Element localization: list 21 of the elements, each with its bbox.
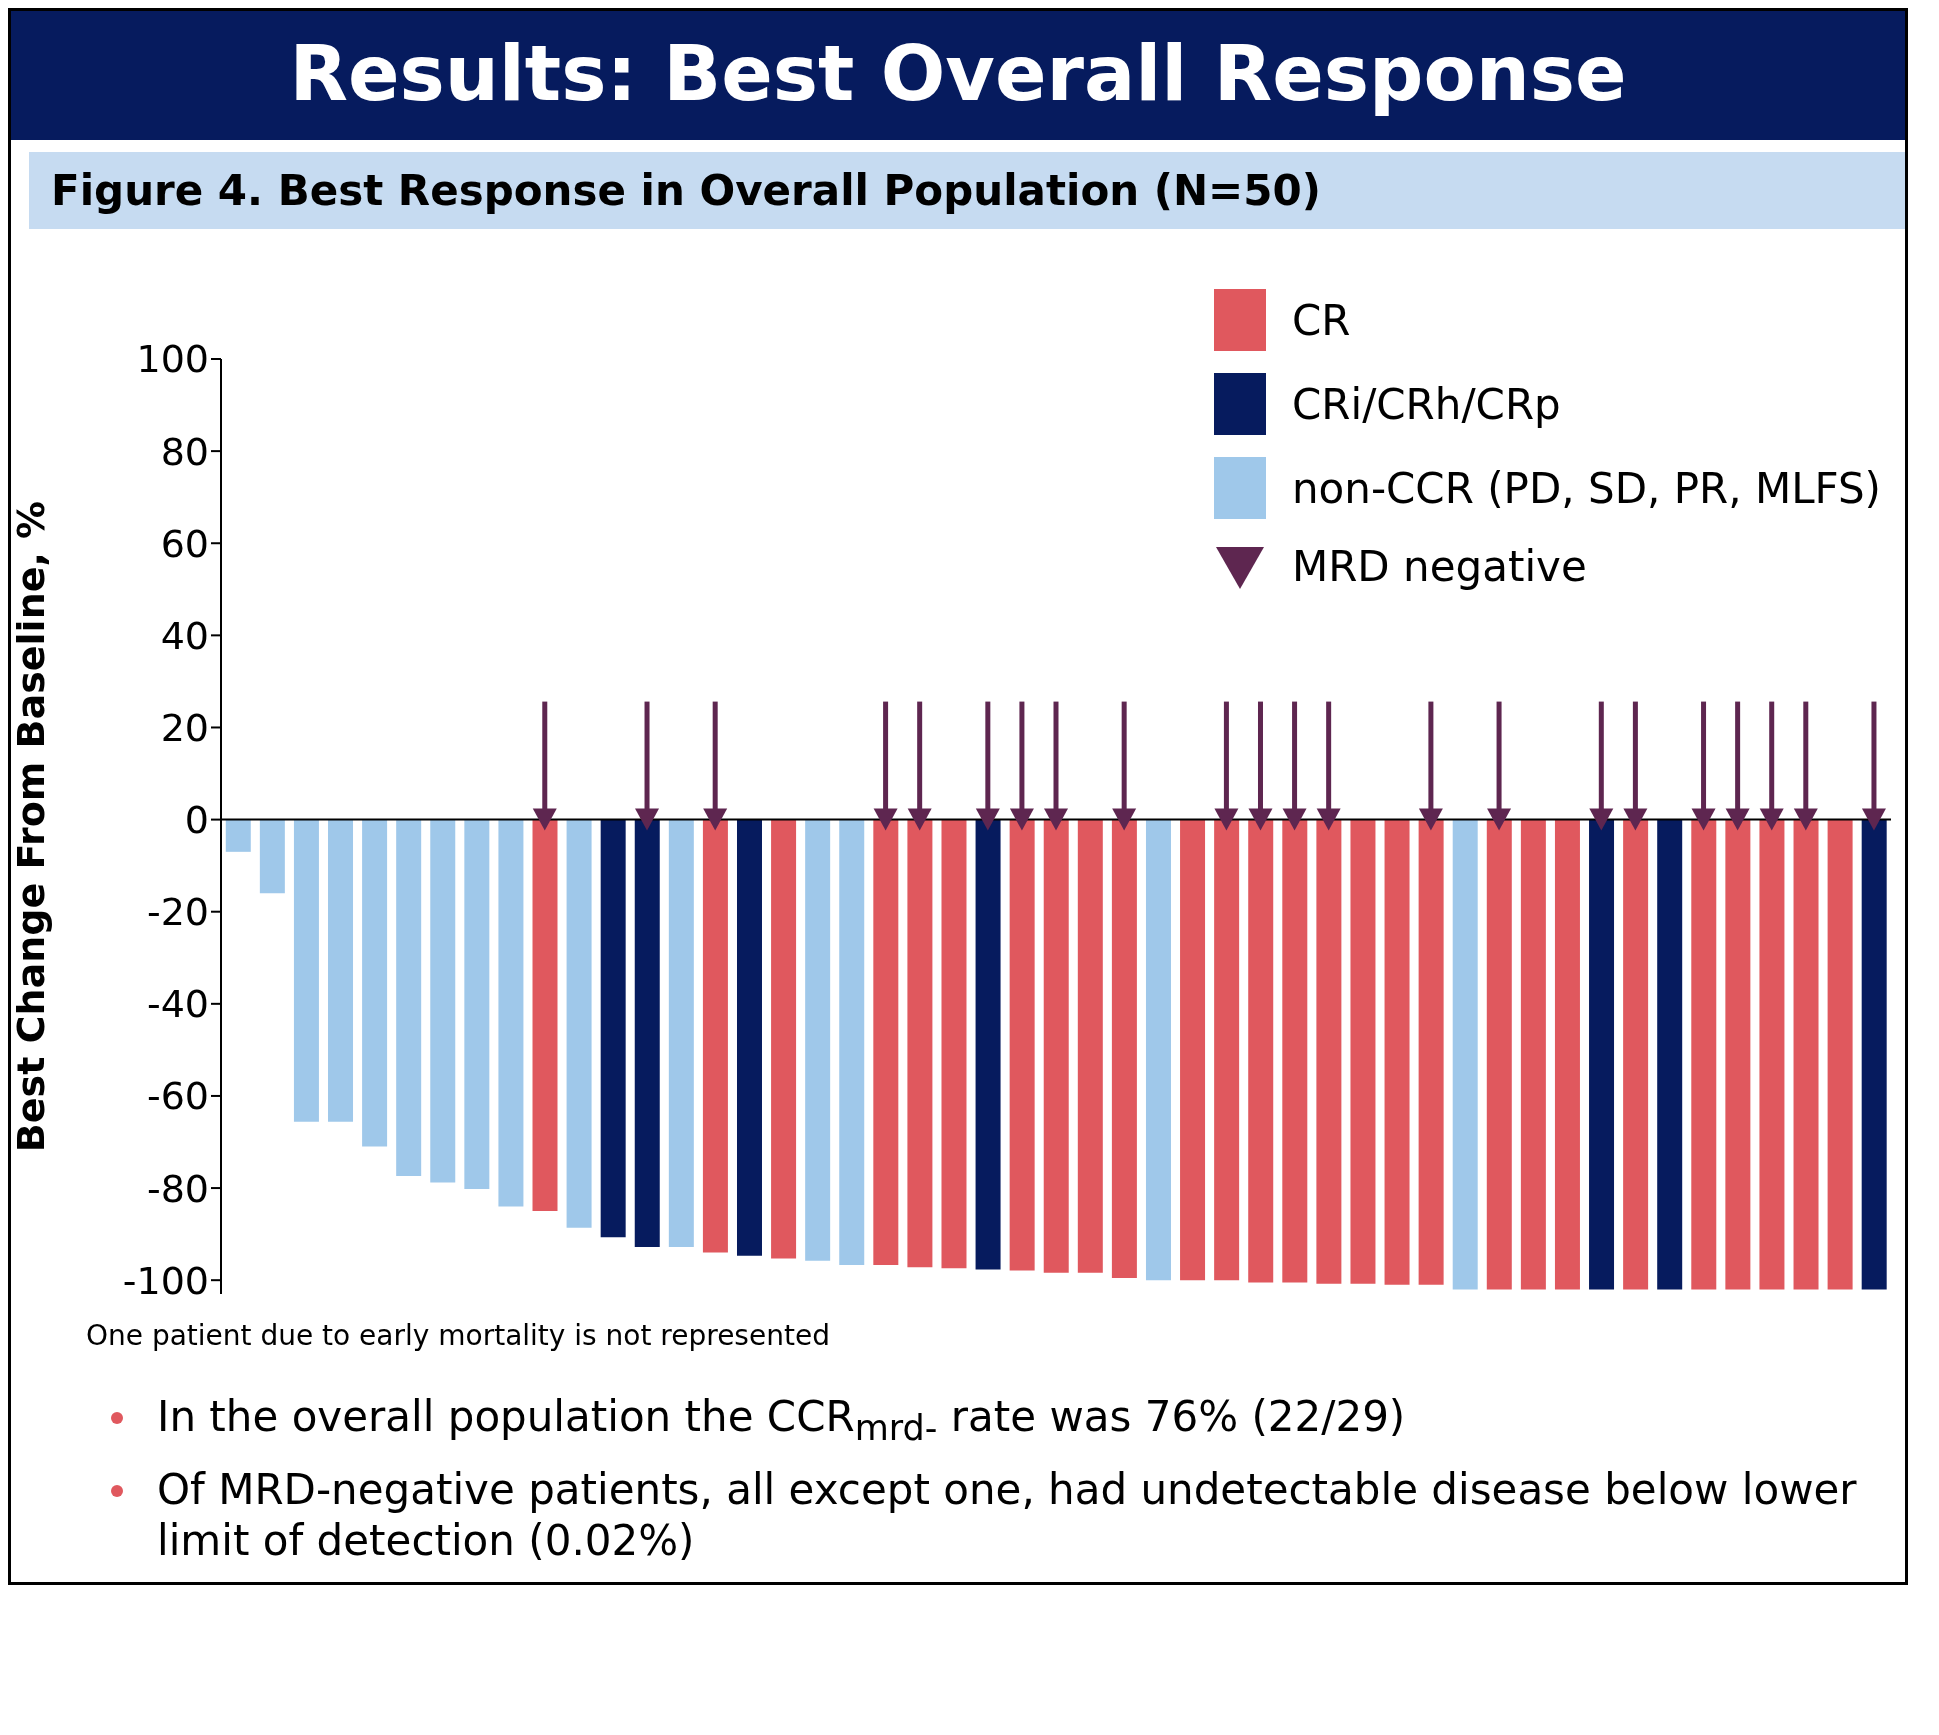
y-tick-label: 80 xyxy=(160,429,209,474)
text: In the overall population the CCR$_{mrd-}$ rate was 76% (22/29) xyxy=(157,1392,1406,1450)
legend-label: CRi/CRh/CRp xyxy=(1291,379,1561,429)
chart-title: Results: Best Overall Response xyxy=(11,11,1905,140)
legend-label: CR xyxy=(1291,295,1351,345)
text: Of MRD-negative patients, all except one, had undetectable disease below lower limit of detection (0.02%) xyxy=(157,1465,1858,1567)
y-tick-label: 20 xyxy=(160,705,209,750)
text: One patient due to early mortality is not represented xyxy=(86,1319,831,1352)
legend-label: MRD negative xyxy=(1291,541,1587,591)
y-tick-label: 60 xyxy=(160,521,209,566)
y-tick-label: -60 xyxy=(146,1074,209,1119)
y-tick-label: 40 xyxy=(160,613,209,658)
chart-subtitle: Figure 4. Best Response in Overall Population (N=50) xyxy=(29,152,1905,229)
y-tick-label: -80 xyxy=(146,1166,209,1211)
y-tick-label: -40 xyxy=(146,982,209,1027)
y-tick-label: 100 xyxy=(136,337,209,382)
y-tick-label: -20 xyxy=(146,890,209,935)
y-tick-label: 0 xyxy=(184,798,209,843)
y-tick-label: -100 xyxy=(122,1258,209,1303)
y-axis-title: Best Change From Baseline, % xyxy=(9,500,54,1153)
legend-label: non-CCR (PD, SD, PR, MLFS) xyxy=(1291,463,1881,513)
